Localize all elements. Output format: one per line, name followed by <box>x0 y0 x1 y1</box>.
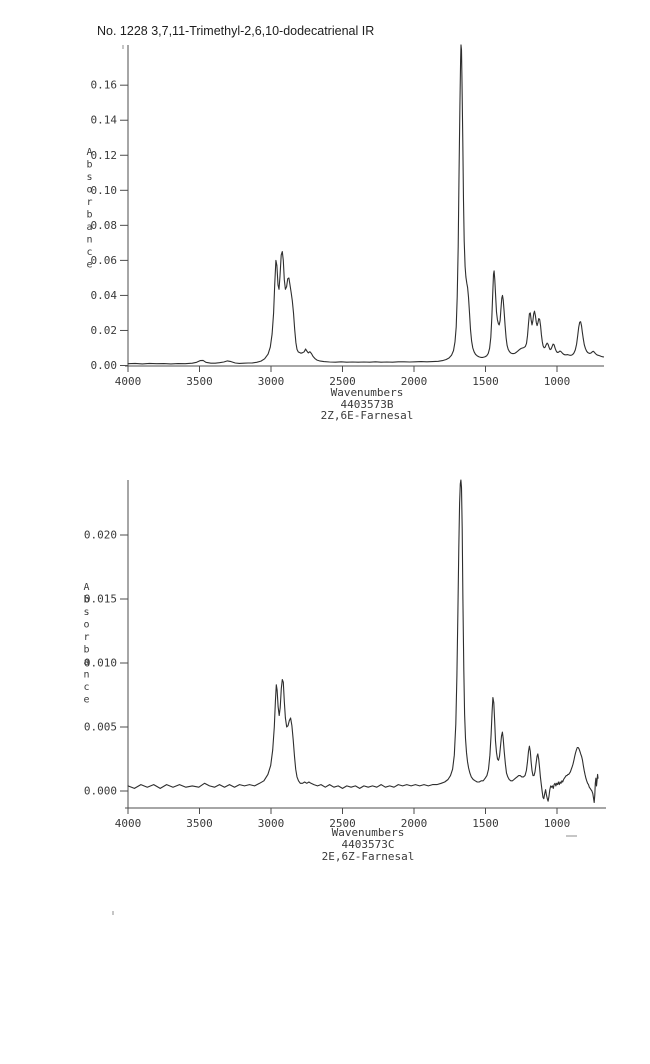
bottom-chart-wavenumbers-label: Wavenumbers <box>331 826 405 839</box>
scan-speck <box>112 911 114 915</box>
page-title: No. 1228 3,7,11-Trimethyl-2,6,10-dodecat… <box>97 24 375 38</box>
x-tick-label: 2000 <box>401 375 428 388</box>
y-tick-label: 0.005 <box>84 721 117 734</box>
bottom-chart-absorbance-label: Absorbance <box>81 582 92 707</box>
x-tick-label: 4000 <box>115 817 142 830</box>
ir-spectrum-trace <box>127 479 599 804</box>
ir-spectrum-trace <box>127 44 605 365</box>
x-tick-label: 3500 <box>186 817 213 830</box>
scan-artifact-dash <box>566 835 577 837</box>
x-tick-label: 1000 <box>544 375 571 388</box>
x-tick-label: 1500 <box>472 817 499 830</box>
top-spectrum-plot: 0.00 0.02 0.04 0.06 0.08 0.10 0.12 0.14 0.16 4000… <box>91 44 605 388</box>
x-tick-label: 3000 <box>258 817 285 830</box>
x-tick-label: 1000 <box>544 817 571 830</box>
y-tick-label: 0.000 <box>84 785 117 798</box>
y-tick-label: 0.06 <box>91 254 118 267</box>
bottom-chart-sample-id: 4403573C <box>341 838 395 851</box>
x-tick-label: 1500 <box>472 375 499 388</box>
y-tick-label: 0.02 <box>91 324 118 337</box>
top-chart-compound-label: 2Z,6E-Farnesal <box>320 409 414 422</box>
y-tick-label: 0.015 <box>84 593 117 606</box>
bottom-chart-compound-label: 2E,6Z-Farnesal <box>321 850 415 863</box>
y-tick-label: 0.00 <box>91 359 118 372</box>
x-tick-label: 3000 <box>258 375 285 388</box>
top-chart-absorbance-label: Absorbance <box>84 147 95 272</box>
scan-speck <box>122 45 124 49</box>
y-tick-label: 0.010 <box>84 657 117 670</box>
x-tick-label: 2500 <box>329 817 356 830</box>
x-tick-label: 2500 <box>329 375 356 388</box>
top-chart-wavenumbers-label: Wavenumbers <box>330 386 404 399</box>
y-tick-label: 0.12 <box>91 149 118 162</box>
bottom-spectrum-plot: 0.000 0.005 0.010 0.015 0.020 4000 3500 3000 250… <box>84 479 606 830</box>
y-tick-label: 0.10 <box>91 184 118 197</box>
x-tick-label: 2000 <box>401 817 428 830</box>
top-chart-sample-id: 4403573B <box>340 398 394 411</box>
y-tick-label: 0.16 <box>91 79 118 92</box>
y-tick-label: 0.020 <box>84 529 117 542</box>
y-tick-label: 0.04 <box>91 289 118 302</box>
y-tick-label: 0.08 <box>91 219 118 232</box>
y-tick-label: 0.14 <box>91 114 118 127</box>
x-tick-label: 3500 <box>186 375 213 388</box>
x-tick-label: 4000 <box>115 375 142 388</box>
